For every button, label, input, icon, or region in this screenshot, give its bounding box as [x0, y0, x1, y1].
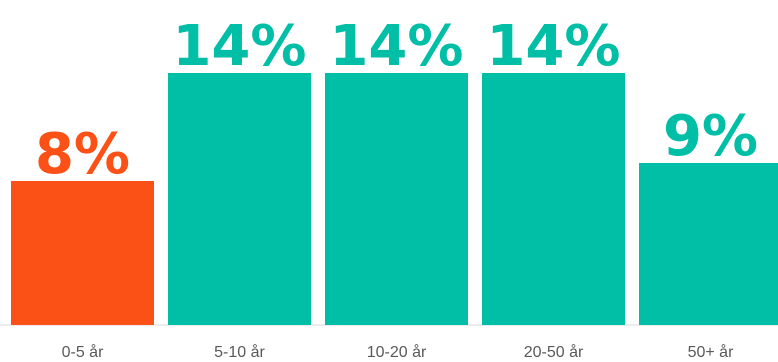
value-label-1: 8%	[35, 122, 130, 187]
value-label-2: 14%	[172, 14, 306, 79]
bar-3	[325, 73, 468, 325]
category-label-1: 0-5 år	[62, 343, 104, 361]
category-label-4: 20-50 år	[524, 343, 584, 361]
bar-5	[639, 163, 778, 325]
value-label-5: 9%	[663, 104, 758, 169]
category-label-3: 10-20 år	[367, 343, 427, 361]
value-label-4: 14%	[486, 14, 620, 79]
bar-2	[168, 73, 311, 325]
category-label-5: 50+ år	[688, 343, 734, 361]
bar-4	[482, 73, 625, 325]
bar-1	[11, 181, 154, 325]
category-label-2: 5-10 år	[214, 343, 265, 361]
value-label-3: 14%	[329, 14, 463, 79]
